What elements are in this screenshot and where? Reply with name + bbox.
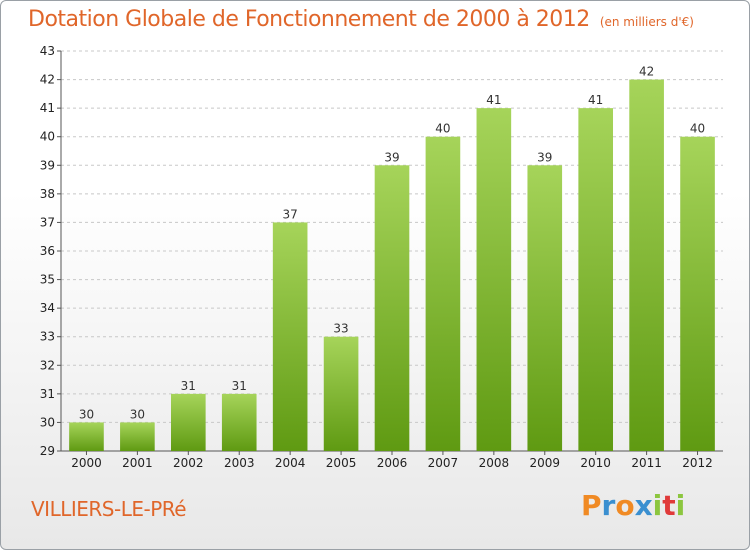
bar-value-label: 39 xyxy=(384,150,399,164)
y-tick-label: 40 xyxy=(40,130,55,144)
bar-value-label: 41 xyxy=(486,93,501,107)
bar-value-label: 42 xyxy=(639,65,654,79)
bar xyxy=(680,136,715,451)
x-tick-label: 2009 xyxy=(529,456,560,470)
bar xyxy=(120,422,155,451)
bar-value-label: 39 xyxy=(537,150,552,164)
y-tick-label: 42 xyxy=(40,73,55,87)
bar-value-label: 40 xyxy=(435,122,450,136)
bar-value-label: 41 xyxy=(588,93,603,107)
chart-title: Dotation Globale de Fonctionnement de 20… xyxy=(28,7,694,32)
bar-value-label: 31 xyxy=(181,379,196,393)
x-tick-label: 2010 xyxy=(580,456,611,470)
x-tick-label: 2006 xyxy=(377,456,408,470)
y-tick-label: 30 xyxy=(40,415,55,429)
y-tick-label: 29 xyxy=(40,444,55,458)
y-tick-label: 32 xyxy=(40,358,55,372)
logo-letter: o xyxy=(615,489,635,522)
x-tick-label: 2011 xyxy=(631,456,662,470)
x-tick-label: 2002 xyxy=(173,456,204,470)
location-label: VILLIERS-LE-PRé xyxy=(31,497,187,521)
y-tick-label: 35 xyxy=(40,273,55,287)
x-tick-label: 2000 xyxy=(71,456,102,470)
bar-value-label: 37 xyxy=(283,207,298,221)
y-tick-label: 43 xyxy=(40,44,55,58)
x-tick-label: 2007 xyxy=(428,456,459,470)
x-tick-label: 2008 xyxy=(479,456,510,470)
bar xyxy=(374,165,410,452)
x-tick-label: 2004 xyxy=(275,456,306,470)
x-tick-label: 2001 xyxy=(122,456,153,470)
y-tick-label: 37 xyxy=(40,215,55,229)
proxiti-logo: Proxiti xyxy=(581,489,685,522)
bar xyxy=(476,108,512,452)
chart-subtitle: (en milliers d'€) xyxy=(599,15,694,29)
x-tick-label: 2012 xyxy=(682,456,713,470)
y-tick-label: 36 xyxy=(40,244,55,258)
bar xyxy=(629,79,664,452)
x-tick-label: 2003 xyxy=(224,456,255,470)
bar xyxy=(69,422,104,451)
y-tick-label: 41 xyxy=(40,101,55,115)
logo-letter: x xyxy=(634,489,653,522)
bar-value-label: 30 xyxy=(130,407,145,421)
bar xyxy=(272,222,308,451)
bar xyxy=(578,108,614,452)
logo-letter: r xyxy=(601,489,616,522)
y-tick-label: 31 xyxy=(40,387,55,401)
y-tick-label: 38 xyxy=(40,187,55,201)
y-tick-label: 33 xyxy=(40,330,55,344)
y-tick-label: 34 xyxy=(40,301,55,315)
bar xyxy=(323,336,359,451)
bar xyxy=(425,136,461,451)
chart-title-text: Dotation Globale de Fonctionnement de 20… xyxy=(28,7,590,32)
logo-letter: i xyxy=(652,489,663,522)
bar xyxy=(527,165,563,452)
bar xyxy=(221,393,257,451)
bar-value-label: 40 xyxy=(690,122,705,136)
logo-letter: P xyxy=(581,489,602,522)
logo-letter: t xyxy=(662,489,676,522)
y-tick-label: 39 xyxy=(40,158,55,172)
bar-value-label: 30 xyxy=(79,407,94,421)
bar-value-label: 31 xyxy=(232,379,247,393)
bar-value-label: 33 xyxy=(333,322,348,336)
bar xyxy=(170,393,206,451)
logo-letter: i xyxy=(675,489,686,522)
x-tick-label: 2005 xyxy=(326,456,357,470)
